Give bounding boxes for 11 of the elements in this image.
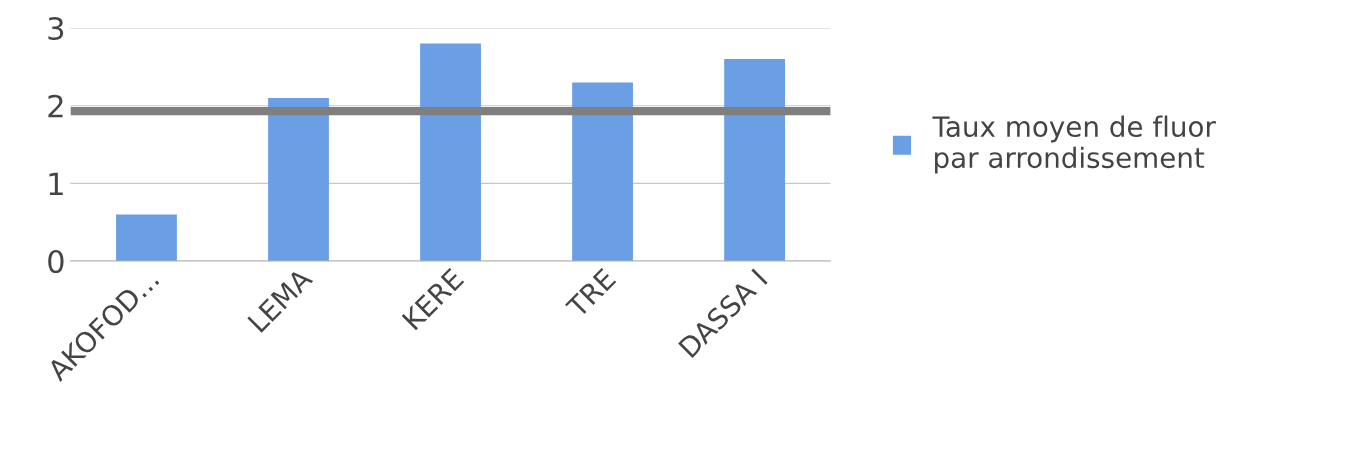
y-tick-label: 2 <box>48 94 63 118</box>
bar <box>724 59 786 262</box>
y-tick-label: 0 <box>48 249 64 274</box>
x-tick-label: TRE <box>565 267 617 319</box>
bar <box>268 97 329 262</box>
bar <box>572 82 633 262</box>
y-tick-label: 1 <box>49 172 63 195</box>
bar <box>116 214 177 262</box>
legend-label: Taux moyen de fluor par arrondissement <box>932 115 1216 174</box>
y-tick-label: 3 <box>48 16 64 41</box>
bar <box>420 43 481 262</box>
